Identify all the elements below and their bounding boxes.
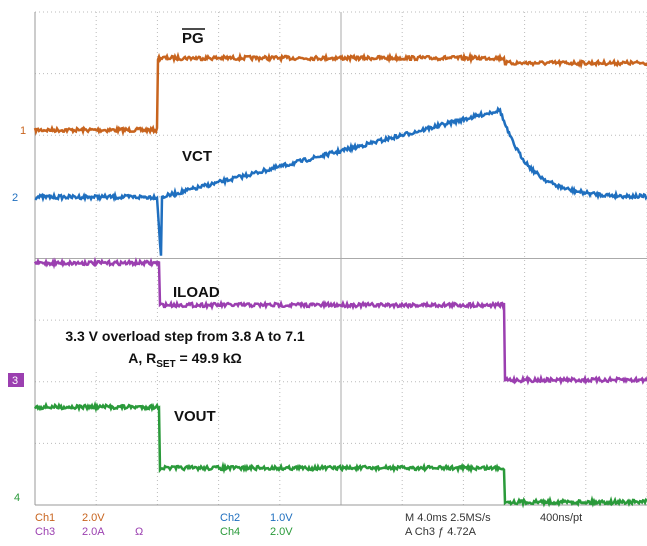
annotation-line1: 3.3 V overload step from 3.8 A to 7.1 bbox=[65, 328, 305, 344]
iload-trace bbox=[33, 256, 647, 386]
status-text: 400ns/pt bbox=[540, 512, 582, 524]
status-text: Ch2 bbox=[220, 512, 240, 524]
status-text: Ch1 bbox=[35, 512, 55, 524]
annotation-box bbox=[40, 322, 330, 372]
vct-trace bbox=[34, 106, 647, 256]
annotation-text: = 49.9 kΩ bbox=[176, 350, 242, 366]
grid bbox=[34, 11, 647, 506]
ch3-marker-box bbox=[8, 373, 24, 387]
annotation-line2: A, RSET = 49.9 kΩ bbox=[128, 350, 242, 370]
vout-trace bbox=[33, 400, 647, 509]
traces bbox=[33, 51, 647, 509]
vout-label: VOUT bbox=[174, 408, 216, 425]
status-bar: Ch1 2.0V Ch3 2.0A Ω Ch2 1.0V Ch4 2.0V M … bbox=[35, 512, 582, 538]
status-text: A Ch3 ƒ 4.72A bbox=[405, 526, 477, 538]
pg-label: PG bbox=[182, 30, 204, 47]
status-text: M 4.0ms 2.5MS/s bbox=[405, 512, 491, 524]
annotation-text: A, R bbox=[128, 350, 156, 366]
status-text: Ω bbox=[135, 526, 143, 538]
status-text: Ch3 bbox=[35, 526, 55, 538]
status-text: 2.0V bbox=[270, 526, 293, 538]
pg-trace bbox=[33, 51, 647, 137]
annotation-subscript: SET bbox=[156, 359, 175, 370]
ch2-marker: 2 bbox=[12, 192, 18, 204]
status-text: Ch4 bbox=[220, 526, 240, 538]
vct-label: VCT bbox=[182, 148, 212, 165]
status-text: 2.0V bbox=[82, 512, 105, 524]
iload-label: ILOAD bbox=[173, 284, 220, 301]
ch4-marker: 4 bbox=[14, 492, 20, 504]
status-text: 2.0A bbox=[82, 526, 105, 538]
ch3-marker: 3 bbox=[12, 375, 18, 387]
ch1-marker: 1 bbox=[20, 125, 26, 137]
status-text: 1.0V bbox=[270, 512, 293, 524]
